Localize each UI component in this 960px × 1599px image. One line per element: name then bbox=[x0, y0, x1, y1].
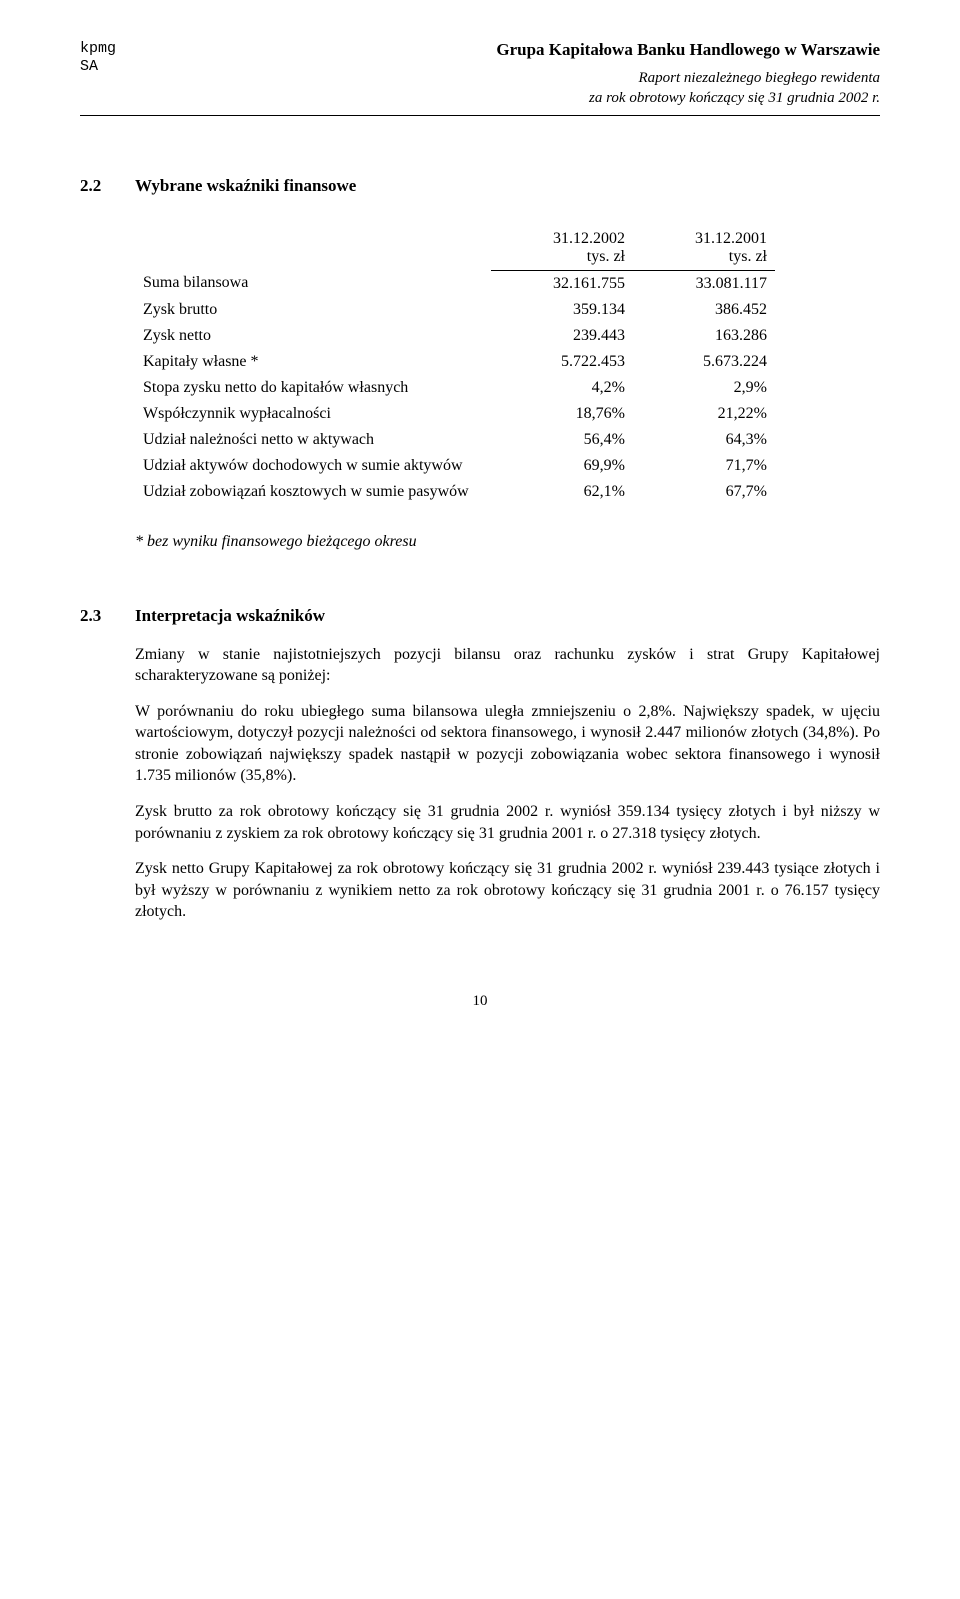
row-label: Udział aktywów dochodowych w sumie aktyw… bbox=[135, 453, 491, 479]
company-name: Grupa Kapitałowa Banku Handlowego w Wars… bbox=[496, 40, 880, 60]
row-v2: 33.081.117 bbox=[633, 270, 775, 297]
paragraph: Zysk netto Grupy Kapitałowej za rok obro… bbox=[135, 858, 880, 923]
row-label: Kapitały własne * bbox=[135, 349, 491, 375]
table-row: Stopa zysku netto do kapitałów własnych … bbox=[135, 375, 775, 401]
table-row: Suma bilansowa 32.161.755 33.081.117 bbox=[135, 270, 775, 297]
row-v2: 5.673.224 bbox=[633, 349, 775, 375]
table-col-2002: 31.12.2002 tys. zł bbox=[491, 226, 633, 271]
report-line-1: Raport niezależnego biegłego rewidenta bbox=[639, 70, 881, 86]
row-label: Współczynnik wypłacalności bbox=[135, 401, 491, 427]
table-row: Udział aktywów dochodowych w sumie aktyw… bbox=[135, 453, 775, 479]
row-label: Stopa zysku netto do kapitałów własnych bbox=[135, 375, 491, 401]
row-v2: 386.452 bbox=[633, 297, 775, 323]
page-number: 10 bbox=[80, 993, 880, 1010]
table-row: Współczynnik wypłacalności 18,76% 21,22% bbox=[135, 401, 775, 427]
table-row: Udział zobowiązań kosztowych w sumie pas… bbox=[135, 479, 775, 505]
row-v1: 56,4% bbox=[491, 427, 633, 453]
table-col-2001: 31.12.2001 tys. zł bbox=[633, 226, 775, 271]
row-v2: 2,9% bbox=[633, 375, 775, 401]
indicators-tbody: Suma bilansowa 32.161.755 33.081.117 Zys… bbox=[135, 270, 775, 505]
row-v1: 359.134 bbox=[491, 297, 633, 323]
page-header: kpmg SA Grupa Kapitałowa Banku Handloweg… bbox=[80, 40, 880, 109]
header-rule bbox=[80, 115, 880, 116]
section-2-3-heading: 2.3 Interpretacja wskaźników bbox=[80, 606, 880, 626]
row-v1: 239.443 bbox=[491, 323, 633, 349]
row-v1: 69,9% bbox=[491, 453, 633, 479]
row-v2: 64,3% bbox=[633, 427, 775, 453]
row-v1: 32.161.755 bbox=[491, 270, 633, 297]
report-line-2: za rok obrotowy kończący się 31 grudnia … bbox=[589, 90, 880, 106]
row-label: Suma bilansowa bbox=[135, 270, 491, 297]
section-2-3-title: Interpretacja wskaźników bbox=[135, 606, 325, 626]
col-2001-date: 31.12.2001 bbox=[695, 230, 767, 247]
row-v1: 62,1% bbox=[491, 479, 633, 505]
col-2002-unit: tys. zł bbox=[587, 248, 625, 265]
section-2-2-title: Wybrane wskaźniki finansowe bbox=[135, 176, 356, 196]
row-v1: 18,76% bbox=[491, 401, 633, 427]
paragraph: W porównaniu do roku ubiegłego suma bila… bbox=[135, 701, 880, 787]
section-2-3-body: Zmiany w stanie najistotniejszych pozycj… bbox=[135, 644, 880, 924]
table-row: Zysk brutto 359.134 386.452 bbox=[135, 297, 775, 323]
row-label: Udział należności netto w aktywach bbox=[135, 427, 491, 453]
paragraph: Zysk brutto za rok obrotowy kończący się… bbox=[135, 801, 880, 844]
paragraph: Zmiany w stanie najistotniejszych pozycj… bbox=[135, 644, 880, 687]
financial-indicators-table: 31.12.2002 tys. zł 31.12.2001 tys. zł Su… bbox=[135, 226, 775, 505]
section-2-2-number: 2.2 bbox=[80, 176, 135, 196]
row-label: Zysk brutto bbox=[135, 297, 491, 323]
table-row: Udział należności netto w aktywach 56,4%… bbox=[135, 427, 775, 453]
table-row: Kapitały własne * 5.722.453 5.673.224 bbox=[135, 349, 775, 375]
col-2001-unit: tys. zł bbox=[729, 248, 767, 265]
header-right-block: Grupa Kapitałowa Banku Handlowego w Wars… bbox=[496, 40, 880, 109]
row-v2: 163.286 bbox=[633, 323, 775, 349]
row-label: Udział zobowiązań kosztowych w sumie pas… bbox=[135, 479, 491, 505]
section-2-2-heading: 2.2 Wybrane wskaźniki finansowe bbox=[80, 176, 880, 196]
row-v2: 67,7% bbox=[633, 479, 775, 505]
row-label: Zysk netto bbox=[135, 323, 491, 349]
row-v2: 71,7% bbox=[633, 453, 775, 479]
report-subtitle: Raport niezależnego biegłego rewidenta z… bbox=[496, 68, 880, 109]
row-v1: 5.722.453 bbox=[491, 349, 633, 375]
section-2-3-number: 2.3 bbox=[80, 606, 135, 626]
table-col-empty bbox=[135, 226, 491, 271]
table-row: Zysk netto 239.443 163.286 bbox=[135, 323, 775, 349]
firm-name: kpmg SA bbox=[80, 40, 116, 76]
row-v2: 21,22% bbox=[633, 401, 775, 427]
row-v1: 4,2% bbox=[491, 375, 633, 401]
col-2002-date: 31.12.2002 bbox=[553, 230, 625, 247]
table-footnote: * bez wyniku finansowego bieżącego okres… bbox=[135, 533, 880, 551]
